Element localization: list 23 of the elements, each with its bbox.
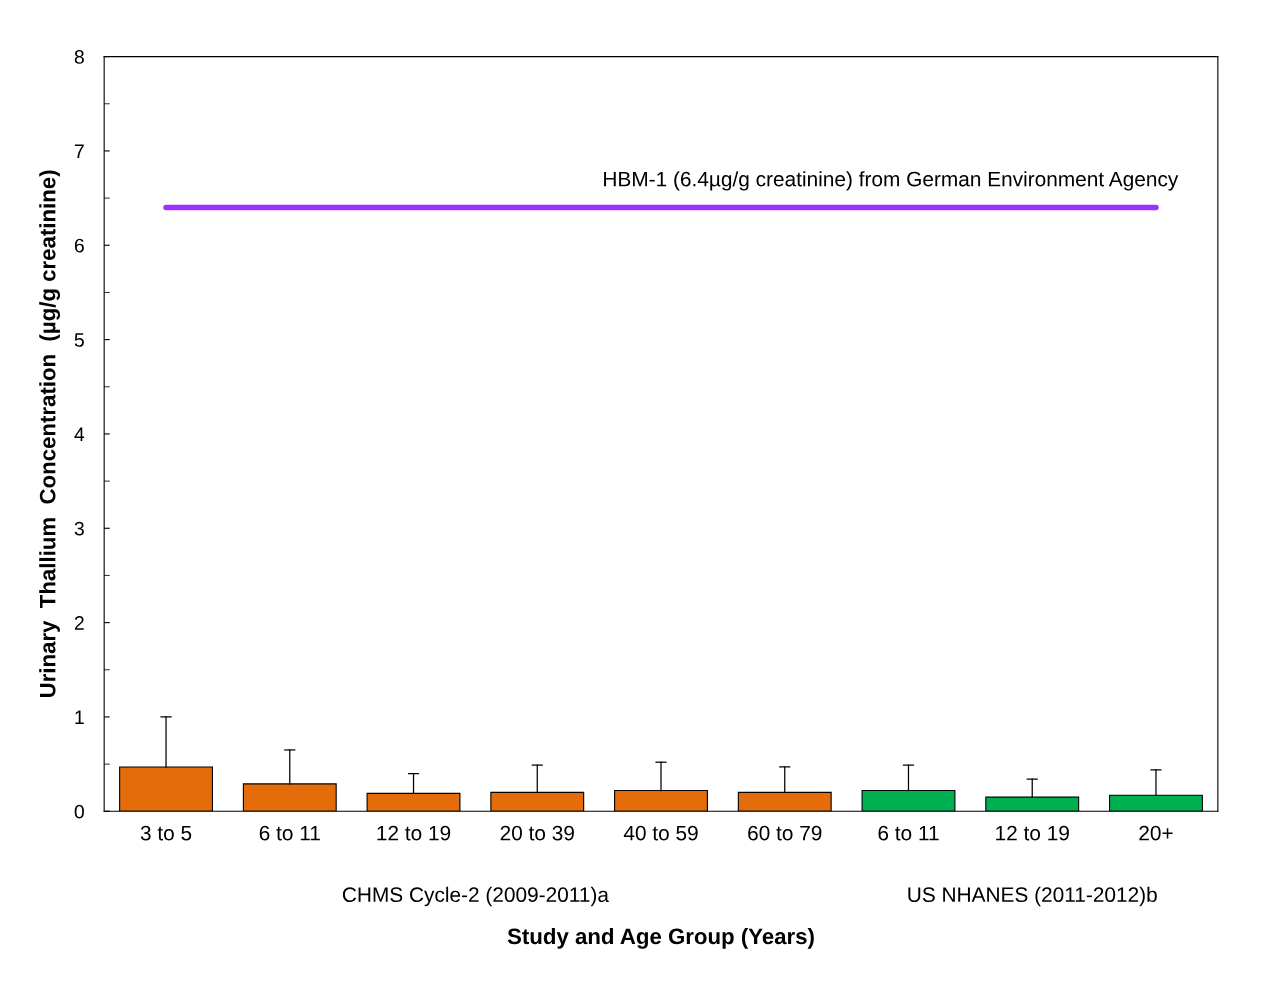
text: CHMS Cycle-2 (2009-2011)a [342,886,609,907]
x-tick-label: 6 to 11 [259,825,320,841]
text: US NHANES (2011-2012)b [908,886,1157,907]
x-tick-label: 20 to 39 [500,825,574,841]
x-axis-title: Study and Age Group (Years) [507,927,814,949]
y-tick-label: 5 [74,333,84,347]
y-tick-label: 4 [74,427,85,441]
x-tick-label: 40 to 59 [623,825,698,841]
y-tick-label: 0 [74,804,84,819]
x-tick-label: 20+ [1139,825,1173,841]
y-tick-label: 7 [74,144,84,158]
y-tick-label: 1 [75,710,84,724]
x-tick-label: 12 to 19 [996,825,1069,841]
y-tick-label: 8 [74,50,84,64]
y-tick-label: 3 [74,521,84,536]
x-tick-label: 6 to 11 [878,825,939,841]
y-tick-label: 6 [74,238,84,253]
y-tick-label: 2 [74,616,84,630]
y-axis-title: Urinary Thallium Concentration (µg/g creatinine) [39,170,61,698]
x-tick-label: 12 to 19 [377,825,451,841]
ref-line-label: HBM-1 (6.4µg/g creatinine) from German Environment Agency [604,171,1179,191]
x-tick-label: 60 to 79 [748,825,822,841]
x-tick-label: 3 to 5 [140,825,192,841]
